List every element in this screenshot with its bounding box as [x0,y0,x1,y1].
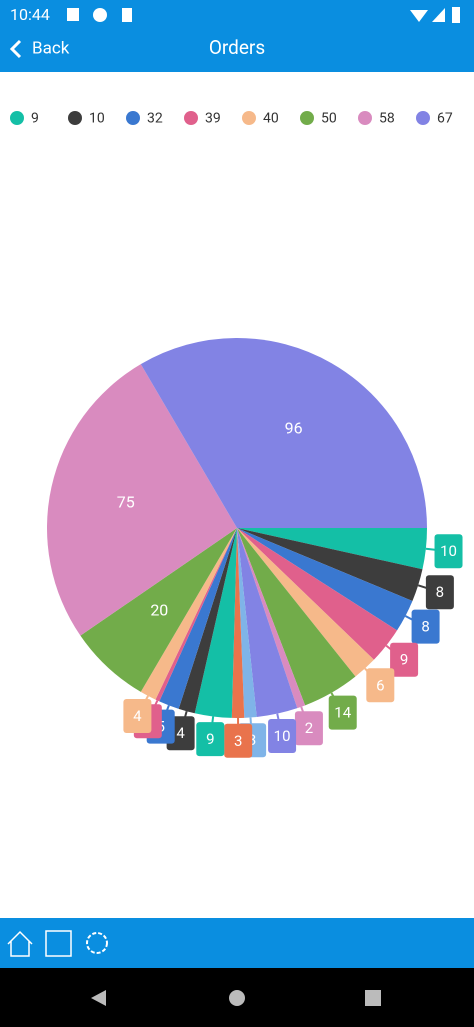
data-label: 9 [206,730,214,748]
data-label: 75 [117,492,135,511]
pie-slice [178,528,237,714]
data-label: 20 [150,601,168,620]
pie-slice [231,528,245,718]
label-box [224,723,253,758]
legend-marker [300,111,314,125]
data-label: 10 [440,542,457,560]
nav-recent[interactable] [365,990,381,1006]
pie-slice [237,528,257,718]
pie-slice [140,337,428,528]
data-label: 2 [305,719,313,737]
home-button[interactable] [7,930,33,957]
pie-slice [140,528,237,700]
legend-marker [358,111,372,125]
label-box [294,711,323,746]
pie-slice [237,528,413,631]
signal-icon [432,8,445,22]
page-title: Orders [209,36,265,59]
data-label: 4 [176,724,185,742]
settings-button[interactable] [86,932,108,954]
legend-marker [126,111,140,125]
status-icon [93,8,107,22]
wifi-icon [410,10,428,22]
legend-marker [10,111,24,125]
legend-marker [242,111,256,125]
label-box [390,642,419,677]
data-label: 14 [334,704,351,722]
label-box [328,695,357,730]
pie-slice [237,528,356,706]
data-label: 3 [234,732,242,750]
battery-icon [452,7,460,23]
data-label: 4 [133,707,142,725]
pie-slice [237,528,298,717]
legend-label: 67 [437,111,453,127]
back-arrow[interactable] [9,39,22,59]
save-button[interactable] [45,930,72,957]
pie-slice [194,528,237,718]
legend-label: 32 [147,111,163,127]
label-box [425,575,454,610]
legend-label: 50 [321,111,337,127]
pie-slice [237,528,398,660]
pie-slice [159,528,237,709]
chart: 910323940505867108896142103394514207596 [10,111,463,758]
nav-back[interactable] [91,990,106,1006]
pie-slice [237,528,423,601]
data-label: 10 [274,727,291,745]
label-box [366,668,395,703]
pie-slice [237,528,306,709]
pie-slice [46,364,238,636]
legend-label: 10 [89,111,105,127]
label-box [123,699,152,734]
legend-marker [416,111,430,125]
pie-slice [155,528,237,702]
back-button[interactable]: Back [32,38,70,58]
nav-home[interactable] [229,990,245,1006]
label-box [196,722,225,757]
pie-slice [237,528,427,570]
label-box [434,534,463,569]
label-box [268,718,297,753]
pie-slice [80,528,237,692]
toolbar [0,918,474,968]
status-time: 10:44 [10,5,50,24]
legend-label: 9 [31,111,39,127]
legend-marker [68,111,82,125]
pie-slice [237,528,374,677]
legend-marker [184,111,198,125]
data-label: 9 [400,651,408,669]
data-label: 6 [376,676,384,694]
legend-label: 58 [379,111,395,127]
status-icon [122,8,132,22]
legend-label: 39 [205,111,221,127]
data-label: 96 [285,418,303,437]
legend-label: 40 [263,111,279,127]
data-label: 8 [421,618,429,636]
label-box [411,609,440,644]
data-label: 8 [436,583,444,601]
status-icon [67,8,79,21]
